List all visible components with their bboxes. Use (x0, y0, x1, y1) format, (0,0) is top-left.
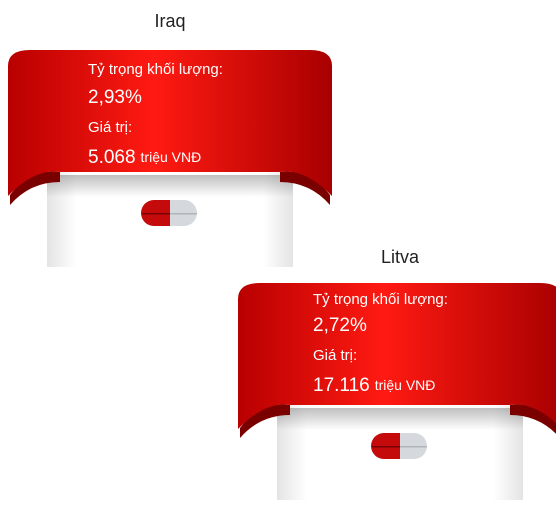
value: 17.116 (313, 375, 370, 396)
share-label: Tỷ trọng khối lượng: (88, 61, 223, 78)
share: 2,72% (313, 315, 367, 336)
country: Iraq (154, 11, 185, 31)
value-label: Giá trị: (313, 347, 357, 364)
value-label: Giá trị: (88, 119, 132, 136)
share: 2,93% (88, 87, 142, 108)
value: 5.068 (88, 147, 136, 168)
card: Litva Tỷ trọng khối lượng: 2,72% Giá trị… (238, 247, 556, 500)
country: Litva (381, 247, 420, 267)
card: Iraq Tỷ trọng khối lượng: 2,93% Giá trị:… (8, 11, 332, 267)
unit: triệu VNĐ (141, 149, 202, 165)
infographic: Iraq Tỷ trọng khối lượng: 2,93% Giá trị:… (0, 0, 556, 506)
unit: triệu VNĐ (375, 377, 436, 393)
share-label: Tỷ trọng khối lượng: (313, 291, 448, 308)
